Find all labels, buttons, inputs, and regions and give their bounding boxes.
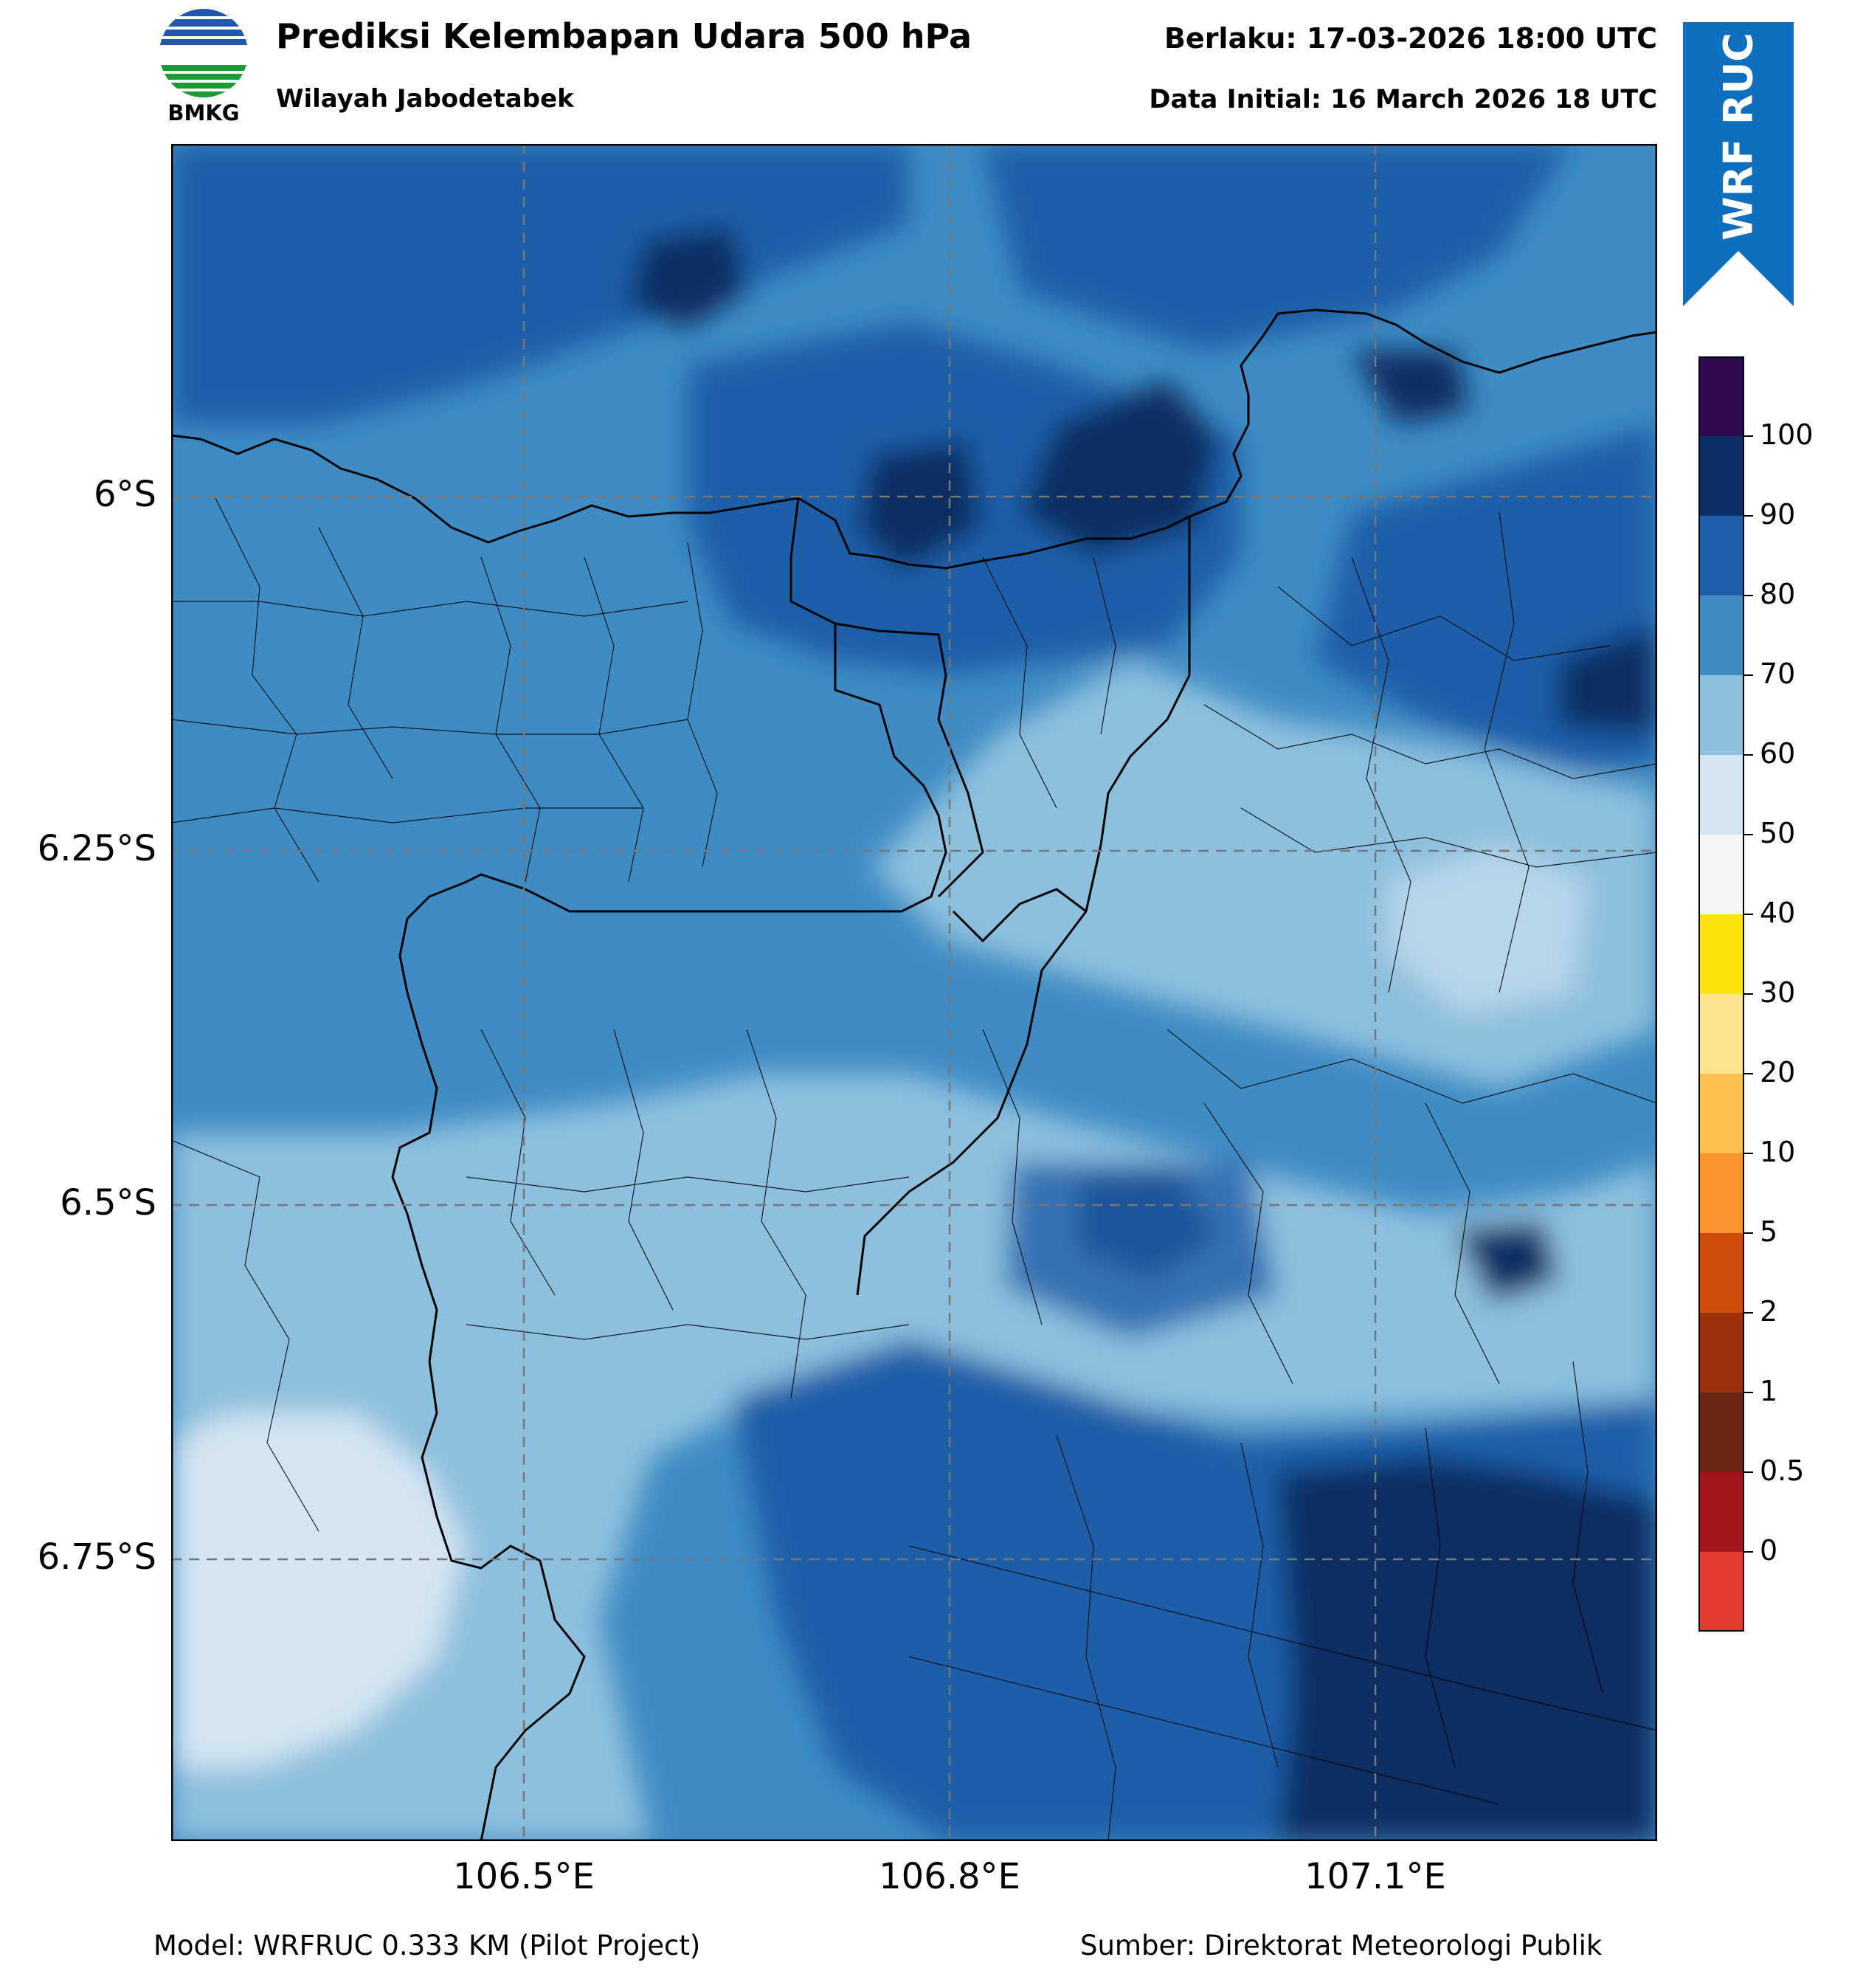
colorbar-tick	[1744, 1153, 1753, 1154]
colorbar-segment	[1698, 356, 1744, 436]
region-subtitle: Wilayah Jabodetabek	[276, 84, 574, 114]
colorbar-tick-label: 20	[1760, 1056, 1796, 1088]
bmkg-logo-text: BMKG	[167, 100, 240, 125]
colorbar-tick	[1744, 1551, 1753, 1553]
lat-tick-label: 6.5°S	[60, 1182, 156, 1223]
colorbar-tick-label: 10	[1760, 1136, 1796, 1168]
colorbar-segment	[1698, 1233, 1744, 1313]
colorbar-tick	[1744, 993, 1753, 995]
colorbar-bar	[1698, 356, 1744, 1632]
colorbar-tick	[1744, 1392, 1753, 1393]
humidity-zone	[1020, 380, 1219, 557]
colorbar-tick-label: 2	[1760, 1295, 1778, 1328]
colorbar-segment	[1698, 1074, 1744, 1153]
map-title: Prediksi Kelembapan Udara 500 hPa	[276, 16, 972, 56]
colorbar-segment	[1698, 1472, 1744, 1552]
lat-tick-label: 6.25°S	[37, 828, 156, 869]
colorbar-segment	[1698, 596, 1744, 675]
initial-time: Data Initial: 16 March 2026 18 UTC	[1149, 85, 1657, 114]
colorbar-segment	[1698, 1313, 1744, 1392]
humidity-zone	[1352, 351, 1470, 424]
ribbon-text: WRF RUC	[1715, 32, 1762, 241]
colorbar-tick-label: 100	[1760, 418, 1814, 451]
colorbar-tick-label: 60	[1760, 737, 1796, 770]
colorbar-tick-label: 30	[1760, 976, 1796, 1009]
colorbar	[1698, 356, 1744, 1632]
colorbar-tick-label: 0.5	[1760, 1454, 1805, 1487]
humidity-zone	[1005, 1162, 1278, 1339]
colorbar-tick	[1744, 1232, 1753, 1234]
bmkg-logo-icon	[159, 9, 248, 97]
valid-time: Berlaku: 17-03-2026 18:00 UTC	[1164, 22, 1657, 55]
colorbar-segment	[1698, 755, 1744, 835]
province-border	[856, 517, 1191, 1296]
humidity-zone	[857, 439, 983, 572]
colorbar-segment	[1698, 914, 1744, 994]
province-border	[391, 497, 947, 1842]
humidity-zone	[171, 1413, 466, 1767]
colorbar-segment	[1698, 835, 1744, 914]
colorbar-tick-label: 40	[1760, 897, 1796, 929]
province-border	[952, 888, 1087, 943]
colorbar-tick	[1744, 914, 1753, 915]
colorbar-tick-label: 0	[1760, 1534, 1778, 1567]
colorbar-tick	[1744, 834, 1753, 835]
humidity-zone	[983, 144, 1573, 351]
colorbar-frame	[1698, 356, 1744, 1632]
map-frame	[170, 143, 1658, 1842]
colorbar-segment	[1698, 994, 1744, 1074]
humidity-zone	[1278, 1457, 1657, 1841]
colorbar-tick	[1744, 674, 1753, 676]
district-lines	[170, 497, 1658, 1842]
lon-tick-label: 106.5°E	[453, 1856, 595, 1897]
humidity-zone	[1455, 1221, 1558, 1302]
source-note: Sumber: Direktorat Meteorologi Publik	[1080, 1930, 1603, 1961]
colorbar-tick	[1744, 754, 1753, 756]
humidity-zone	[171, 1074, 1657, 1841]
humidity-map	[170, 143, 1658, 1842]
model-note: Model: WRFRUC 0.333 KM (Pilot Project)	[153, 1930, 701, 1961]
province-border	[834, 622, 984, 898]
colorbar-tick-label: 1	[1760, 1375, 1778, 1407]
colorbar-segment	[1698, 516, 1744, 596]
colorbar-tick	[1744, 595, 1753, 596]
lon-tick-label: 106.8°E	[879, 1856, 1020, 1897]
lat-tick-label: 6.75°S	[37, 1536, 156, 1578]
coastline	[170, 308, 1658, 570]
colorbar-tick-label: 50	[1760, 817, 1796, 849]
colorbar-segment	[1698, 1552, 1744, 1632]
wrf-ruc-ribbon: WRF RUC	[1683, 22, 1794, 306]
lat-tick-label: 6°S	[93, 474, 156, 515]
colorbar-tick	[1744, 1312, 1753, 1314]
bmkg-logo: BMKG	[153, 7, 254, 125]
humidity-zone	[629, 225, 747, 328]
colorbar-tick	[1744, 1073, 1753, 1074]
colorbar-segment	[1698, 436, 1744, 516]
colorbar-tick	[1744, 515, 1753, 517]
ribbon-shape	[1683, 22, 1794, 306]
colorbar-segment	[1698, 675, 1744, 755]
colorbar-tick	[1744, 435, 1753, 437]
colorbar-tick	[1744, 1471, 1753, 1473]
colorbar-segment	[1698, 1153, 1744, 1233]
map-area	[170, 143, 1658, 1842]
lon-tick-label: 107.1°E	[1304, 1856, 1446, 1897]
colorbar-tick-label: 70	[1760, 658, 1796, 690]
colorbar-tick-label: 5	[1760, 1215, 1778, 1248]
humidity-zone	[171, 144, 909, 424]
colorbar-segment	[1698, 1392, 1744, 1472]
colorbar-tick-label: 80	[1760, 578, 1796, 610]
humidity-zone	[1558, 624, 1657, 734]
colorbar-tick-label: 90	[1760, 498, 1796, 531]
humidity-zone	[1389, 845, 1588, 1015]
